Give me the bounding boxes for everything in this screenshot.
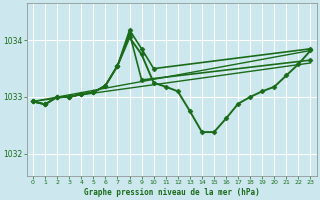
X-axis label: Graphe pression niveau de la mer (hPa): Graphe pression niveau de la mer (hPa) <box>84 188 260 197</box>
